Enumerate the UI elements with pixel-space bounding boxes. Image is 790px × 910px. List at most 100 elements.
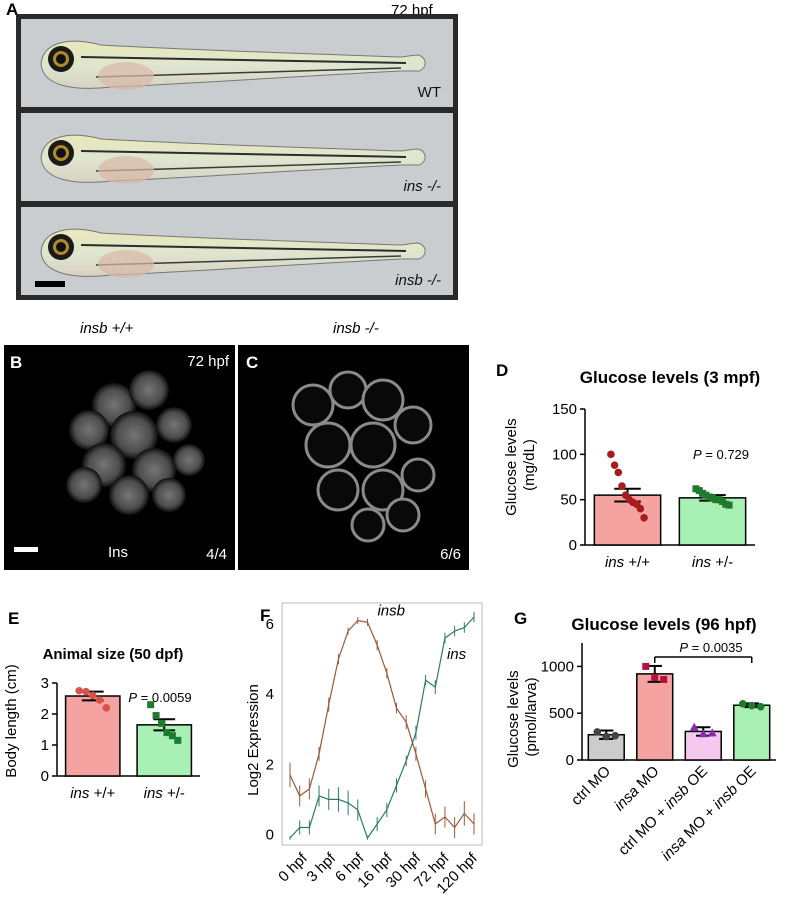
- chart-e: E Animal size (50 dpf) Body length (cm) …: [3, 609, 200, 800]
- y-tick-label: 6: [266, 616, 274, 633]
- data-point: [75, 686, 83, 695]
- y-tick-label: 2: [41, 706, 49, 723]
- fish-label-insb-ko: insb -/-: [395, 272, 441, 289]
- y-tick-label: 0: [566, 752, 574, 769]
- data-point: [88, 691, 97, 700]
- larva-illustration: [40, 134, 426, 184]
- x-tick-label: 0 hpf: [275, 849, 311, 885]
- scale-bar: [35, 281, 65, 287]
- data-point: [618, 482, 626, 490]
- data-point: [756, 702, 765, 711]
- bar: [636, 673, 674, 761]
- larva-illustration: [35, 228, 426, 287]
- panel-b-title: insb +/+: [80, 320, 134, 337]
- scale-bar: [14, 547, 38, 552]
- data-point: [747, 701, 756, 710]
- x-tick-label: 3 hpf: [304, 849, 340, 885]
- plot-frame: [281, 602, 483, 846]
- x-tick-label: ins +/+: [605, 554, 650, 571]
- data-point: [158, 719, 166, 727]
- fish-image-wt: WT: [21, 19, 453, 107]
- data-point: [738, 700, 747, 708]
- data-point: [698, 729, 708, 738]
- panel-b-stage: 72 hpf: [187, 353, 229, 370]
- data-point: [82, 687, 90, 696]
- data-point: [102, 704, 111, 712]
- data-point: [611, 731, 620, 740]
- data-point: [725, 501, 733, 509]
- y-tick-label: 0: [41, 768, 49, 785]
- panel-label-a: A: [6, 0, 19, 19]
- data-point: [147, 701, 155, 709]
- y-axis-label: Log2 Expression: [245, 684, 262, 796]
- p-value-annotation: P = 0.729: [693, 447, 749, 462]
- series-label: insb: [377, 602, 405, 619]
- chart-title: Animal size (50 dpf): [43, 646, 184, 663]
- y-axis-label: Body length (cm): [3, 664, 20, 777]
- y-tick-label: 150: [552, 401, 577, 418]
- data-point: [593, 728, 602, 736]
- data-point: [660, 676, 668, 684]
- data-point: [640, 514, 648, 522]
- chart-title: Glucose levels (3 mpf): [580, 368, 760, 387]
- fish-image-ins-ko: ins -/-: [21, 113, 453, 201]
- y-tick-label: 500: [549, 705, 574, 722]
- y-tick-label: 100: [552, 446, 577, 463]
- data-point: [602, 732, 611, 741]
- bar: [678, 497, 747, 546]
- data-point: [607, 450, 615, 459]
- data-point: [689, 722, 699, 731]
- p-value-annotation: P = 0.0059: [128, 690, 191, 705]
- panel-label-f: F: [260, 606, 270, 625]
- chart-d: D Glucose levels (3 mpf) Glucose levels …: [496, 361, 760, 571]
- panel-label-e: E: [8, 609, 19, 628]
- data-point: [95, 696, 104, 704]
- chart-g: G Glucose levels (96 hpf) Glucose levels…: [505, 609, 776, 864]
- series-line: [289, 619, 475, 829]
- x-tick-label: ctrl MO + insb OE: [615, 763, 711, 859]
- panel-c-title: insb -/-: [333, 320, 379, 337]
- data-point: [610, 461, 619, 470]
- x-tick-label: ctrl MO: [568, 763, 614, 809]
- panel-c-count: 6/6: [440, 546, 461, 563]
- fish-image-insb-ko: insb -/-: [21, 207, 453, 295]
- data-point: [707, 728, 717, 737]
- fish-label-ins-ko: ins -/-: [403, 178, 442, 195]
- x-tick-label: insa MO + insb OE: [658, 763, 759, 864]
- bar: [593, 494, 662, 546]
- islet-staining: [291, 370, 436, 543]
- panel-label-b: B: [10, 353, 23, 372]
- panel-b-count: 4/4: [206, 546, 227, 563]
- data-point: [636, 504, 645, 513]
- larva-illustration: [40, 40, 426, 90]
- y-tick-label: 2: [266, 756, 274, 773]
- panel-label-c: C: [246, 353, 259, 372]
- y-tick-label: 4: [266, 686, 274, 703]
- micrograph-insb-ko: C 6/6: [238, 345, 469, 570]
- series-label: ins: [447, 646, 467, 663]
- chart-title: Glucose levels (96 hpf): [571, 615, 756, 634]
- data-point: [168, 732, 176, 740]
- y-axis-label: Glucose levels (mg/dL): [503, 414, 538, 516]
- series-line: [289, 616, 475, 840]
- y-axis-label: Glucose levels (pmol/larva): [505, 666, 540, 768]
- fish-label-wt: WT: [417, 84, 441, 101]
- panel-label-d: D: [496, 361, 508, 380]
- micrograph-insb-wt: B 72 hpf Ins 4/4: [4, 345, 235, 570]
- y-tick-label: 0: [266, 826, 274, 843]
- larvae-image-panel: WT ins -/- insb -/-: [16, 14, 458, 300]
- p-value-annotation: P = 0.0035: [679, 640, 742, 655]
- x-tick-label: ins +/-: [692, 554, 733, 571]
- y-tick-label: 3: [41, 675, 49, 692]
- data-point: [163, 729, 171, 737]
- y-tick-label: 1: [41, 737, 49, 754]
- bar: [64, 695, 121, 777]
- stain-label: Ins: [108, 544, 129, 561]
- islet-staining: [66, 370, 205, 515]
- panel-label-g: G: [514, 609, 527, 628]
- x-tick-label: ins +/+: [70, 785, 115, 800]
- data-point: [642, 662, 650, 670]
- bar: [733, 704, 771, 761]
- y-tick-label: 1000: [541, 658, 574, 675]
